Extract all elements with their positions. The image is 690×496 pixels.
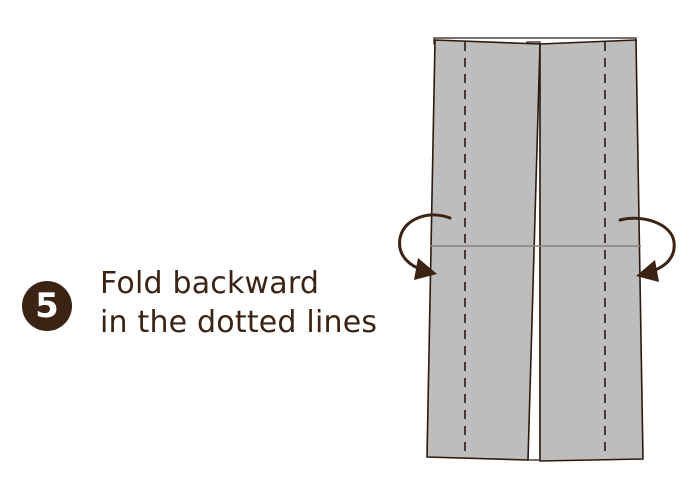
- instruction-line-2: in the dotted lines: [100, 305, 378, 340]
- curved-arrow-backward-right-icon: [618, 216, 676, 282]
- instruction-line-1: Fold backward: [100, 266, 320, 301]
- left-panel: [426, 39, 541, 461]
- curved-arrow-backward-left-icon: [398, 213, 452, 280]
- step-number-badge: 5: [22, 281, 72, 331]
- right-panel: [539, 39, 644, 462]
- instruction-text: Fold backward in the dotted lines: [100, 264, 377, 342]
- step-number: 5: [35, 286, 59, 326]
